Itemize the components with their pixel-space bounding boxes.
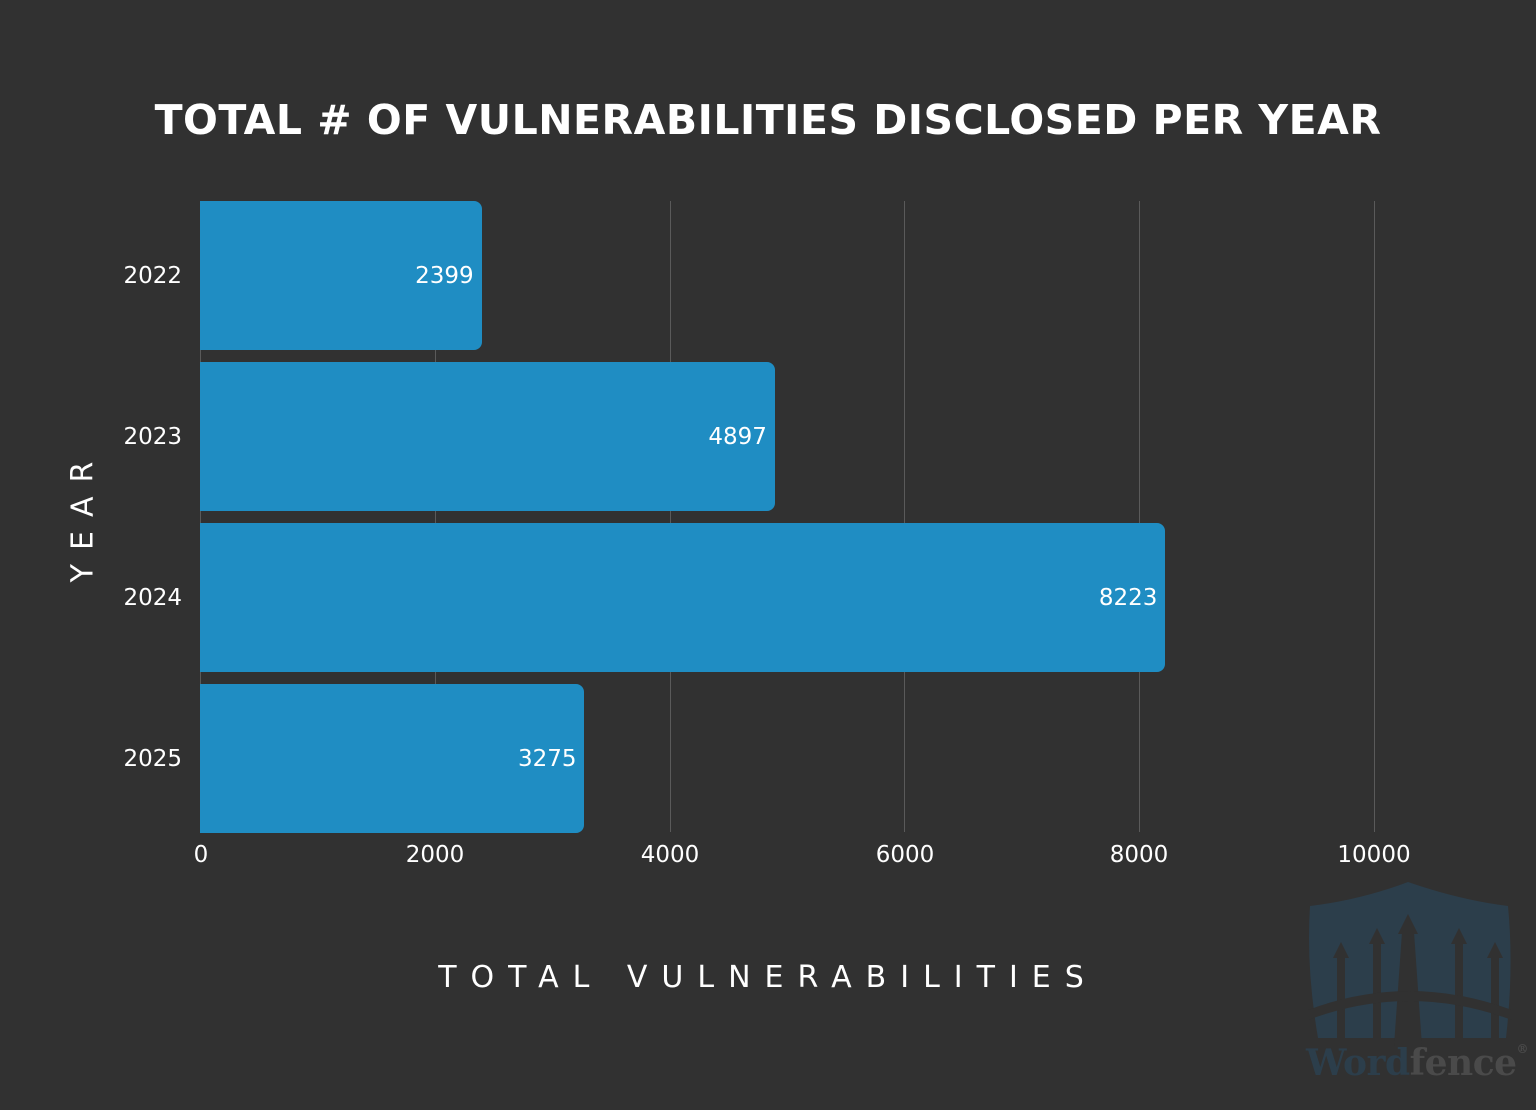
bar-value-label: 8223 <box>1098 584 1158 611</box>
y-tick-label: 2025 <box>123 746 182 772</box>
chart-title: TOTAL # OF VULNERABILITIES DISCLOSED PER… <box>154 96 1382 144</box>
wordfence-shield-icon <box>1308 882 1512 1046</box>
x-tick-label: 4000 <box>640 842 700 868</box>
bar-value-label: 2399 <box>415 262 474 289</box>
x-tick-label: 10000 <box>1337 842 1411 868</box>
x-tick-label: 8000 <box>1109 842 1169 868</box>
bar-2024: 8223 <box>200 523 1166 672</box>
y-tick-label: 2024 <box>123 585 182 611</box>
x-axis-title: TOTAL VULNERABILITIES <box>438 960 1098 995</box>
y-axis-line <box>200 201 201 832</box>
gridline <box>904 201 905 832</box>
bar-value-label: 3275 <box>517 745 577 772</box>
x-tick-label: 0 <box>193 842 209 868</box>
gridline <box>670 201 671 832</box>
wordfence-logo-text: Wordfence® <box>1306 1042 1529 1084</box>
gridline <box>435 201 436 832</box>
y-axis-title: YEAR <box>65 447 101 583</box>
y-tick-label: 2023 <box>123 424 182 450</box>
gridline <box>1374 201 1375 832</box>
plot-area: 2399 4897 8223 3275 <box>200 201 1375 833</box>
x-tick-label: 6000 <box>875 842 935 868</box>
gridline <box>1139 201 1140 832</box>
bar-2023: 4897 <box>200 362 775 511</box>
bar-2022: 2399 <box>200 201 482 350</box>
y-tick-label: 2022 <box>123 263 182 289</box>
bar-2025: 3275 <box>200 684 585 833</box>
x-tick-label: 2000 <box>405 842 465 868</box>
bar-value-label: 4897 <box>708 423 767 450</box>
